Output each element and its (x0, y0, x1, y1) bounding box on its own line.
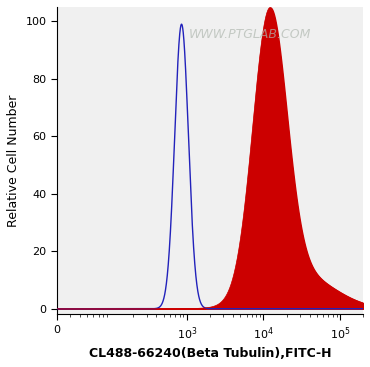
X-axis label: CL488-66240(Beta Tubulin),FITC-H: CL488-66240(Beta Tubulin),FITC-H (89, 347, 331, 360)
Text: WWW.PTGLAB.COM: WWW.PTGLAB.COM (189, 28, 311, 41)
Y-axis label: Relative Cell Number: Relative Cell Number (7, 95, 20, 227)
